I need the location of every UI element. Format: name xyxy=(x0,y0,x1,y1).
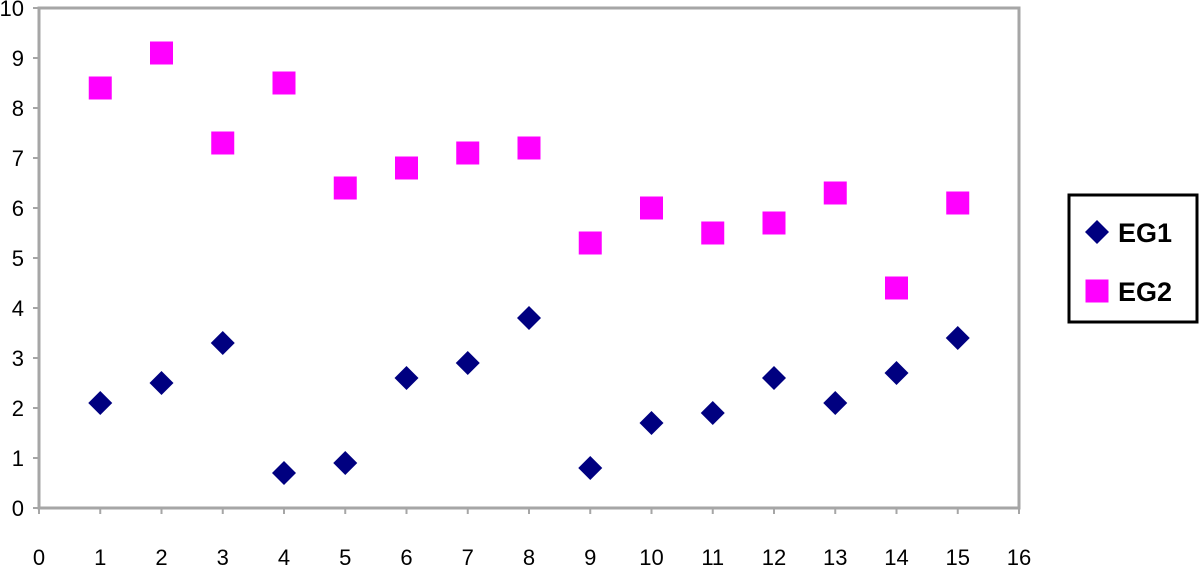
data-point-eg2 xyxy=(762,211,786,235)
y-tick-label: 2 xyxy=(12,396,24,421)
legend-marker-diamond xyxy=(1085,220,1109,244)
x-tick-label: 7 xyxy=(462,545,474,569)
x-tick-label: 15 xyxy=(946,545,970,569)
y-tick-label: 4 xyxy=(12,296,24,321)
x-tick-label: 16 xyxy=(1007,545,1031,569)
y-tick-label: 7 xyxy=(12,146,24,171)
y-tick-label: 8 xyxy=(12,96,24,121)
legend: EG1 EG2 xyxy=(1067,193,1199,324)
x-tick-label: 13 xyxy=(823,545,847,569)
data-point-eg2 xyxy=(272,71,296,95)
data-point-eg2 xyxy=(517,136,541,160)
y-tick-label: 3 xyxy=(12,346,24,371)
legend-label: EG1 xyxy=(1118,218,1172,248)
data-point-eg2 xyxy=(640,196,663,220)
data-point-eg1 xyxy=(333,451,358,475)
x-tick-label: 9 xyxy=(584,545,596,569)
data-point-eg1 xyxy=(210,331,235,355)
x-tick-label: 5 xyxy=(339,545,351,569)
x-tick-label: 0 xyxy=(33,545,45,569)
data-point-eg2 xyxy=(395,156,418,180)
series-layer xyxy=(88,41,970,485)
data-point-eg1 xyxy=(272,461,296,485)
data-point-eg2 xyxy=(823,181,847,205)
data-point-eg1 xyxy=(884,361,909,385)
data-point-eg2 xyxy=(701,221,725,245)
x-tick-label: 3 xyxy=(217,545,229,569)
data-point-eg2 xyxy=(946,191,970,215)
x-tick-label: 11 xyxy=(701,545,724,569)
x-tick-label: 12 xyxy=(762,545,786,569)
data-point-eg2 xyxy=(578,231,602,255)
data-point-eg1 xyxy=(945,326,970,350)
x-tick-label: 1 xyxy=(94,545,106,569)
data-point-eg2 xyxy=(88,76,112,100)
x-tick-label: 10 xyxy=(639,545,663,569)
plot-area xyxy=(37,6,1021,510)
data-point-eg2 xyxy=(150,41,173,65)
y-tick-label: 6 xyxy=(12,196,24,221)
data-point-eg1 xyxy=(88,391,113,415)
y-tick-label: 1 xyxy=(12,446,24,471)
data-point-eg1 xyxy=(578,456,603,480)
data-point-eg1 xyxy=(823,391,848,415)
data-point-eg1 xyxy=(700,401,725,425)
x-tick-label: 8 xyxy=(523,545,535,569)
y-tick-label: 0 xyxy=(12,496,24,521)
y-tick-label: 5 xyxy=(12,246,24,271)
legend-entry-eg2: EG2 xyxy=(1085,277,1172,307)
x-tick-label: 4 xyxy=(278,545,290,569)
data-point-eg1 xyxy=(455,351,480,375)
data-point-eg2 xyxy=(456,141,480,165)
x-tick-label: 14 xyxy=(884,545,908,569)
legend-entry-eg1: EG1 xyxy=(1085,218,1172,248)
series-eg1 xyxy=(88,306,970,485)
data-point-eg1 xyxy=(149,371,174,395)
series-eg2 xyxy=(88,41,970,300)
data-point-eg2 xyxy=(333,176,357,200)
data-point-eg2 xyxy=(211,131,235,155)
x-tick-label: 2 xyxy=(155,545,167,569)
data-point-eg2 xyxy=(885,276,908,300)
data-point-eg1 xyxy=(517,306,541,330)
data-point-eg1 xyxy=(639,411,664,435)
legend-marker-square xyxy=(1085,279,1109,303)
data-point-eg1 xyxy=(762,366,786,390)
y-tick-label: 9 xyxy=(12,46,24,71)
y-tick-label: 10 xyxy=(0,0,24,21)
x-tick-label: 6 xyxy=(400,545,412,569)
x-axis: 0 1 2 3 4 5 6 7 8 9 10 11 12 13 14 15 16 xyxy=(33,508,1031,569)
y-axis: 0 1 2 3 4 5 6 7 8 9 10 xyxy=(0,0,39,521)
legend-label: EG2 xyxy=(1118,277,1172,307)
data-point-eg1 xyxy=(394,366,419,390)
